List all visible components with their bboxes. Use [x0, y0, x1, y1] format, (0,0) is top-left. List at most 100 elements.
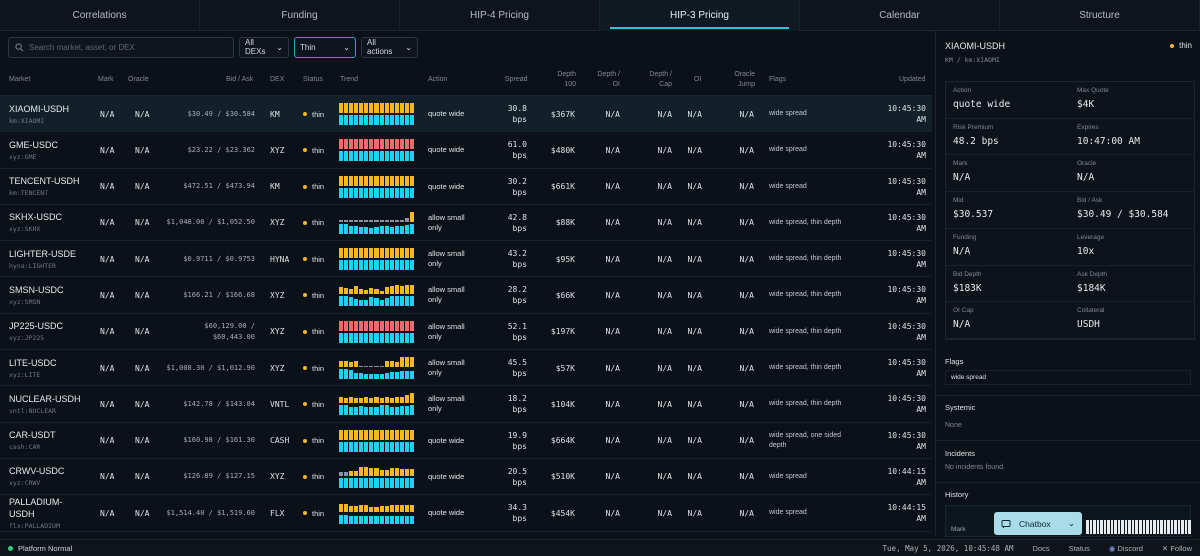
follow-link[interactable]: ✕ Follow — [1162, 544, 1192, 553]
oracle-jump-value: N/A — [739, 363, 754, 373]
trend-bar — [369, 320, 374, 331]
trend-bar — [339, 175, 344, 186]
table-row[interactable]: SKHX-USDC xyz:SKHX N/A N/A $1,048.00 / $1… — [0, 205, 932, 242]
detail-field-label: Mid — [953, 197, 964, 205]
tab-calendar[interactable]: Calendar — [800, 0, 1000, 31]
spread-unit: bps — [512, 514, 527, 524]
tab-hip-3-pricing[interactable]: HIP-3 Pricing — [600, 0, 800, 31]
col-trend[interactable]: Trend — [340, 75, 359, 83]
col-depth-100[interactable]: Depth 100 — [540, 63, 576, 96]
status-link[interactable]: Status — [1068, 543, 1090, 553]
updated-time: 10:45:30 — [887, 321, 926, 331]
trend-bar — [344, 220, 349, 222]
tab-structure[interactable]: Structure — [1000, 0, 1200, 31]
search-input[interactable] — [29, 42, 219, 52]
trend-bar — [359, 441, 364, 452]
trend-bar — [384, 225, 389, 234]
table-row[interactable]: GME-USDC xyz:GME N/A N/A $23.22 / $23.362… — [0, 132, 932, 169]
bid-ask-cell: $1,008.30 / $1,012.90 — [160, 350, 255, 386]
bid-ask-value: $126.89 / $127.15 — [183, 472, 255, 481]
col-bid-ask[interactable]: Bid / Ask — [226, 75, 254, 83]
trend-bar — [394, 397, 399, 404]
trend-bar — [374, 289, 379, 295]
trend-bar — [409, 260, 414, 271]
search-box[interactable] — [8, 36, 234, 58]
trend-bar — [359, 300, 364, 307]
table-row[interactable]: JP225-USDC xyz:JP225 N/A N/A $60,129.00 /… — [0, 314, 932, 351]
dex-value: XYZ — [270, 290, 285, 300]
trend-bar — [364, 332, 369, 343]
spread-value: 52.1 — [507, 321, 527, 331]
updated-ampm: AM — [916, 223, 926, 233]
trend-bar — [374, 103, 379, 113]
col-depth-cap[interactable]: Depth / Cap — [640, 63, 672, 96]
chatbox-button[interactable]: Chatbox ⌄ — [994, 512, 1082, 535]
table-row[interactable]: TENCENT-USDH km:TENCENT N/A N/A $472.51 /… — [0, 169, 932, 205]
discord-link[interactable]: ◉ Discord — [1109, 544, 1143, 553]
status-label: thin — [312, 399, 325, 409]
table-row[interactable]: SMSN-USDC xyz:SMSN N/A N/A $166.21 / $166… — [0, 277, 932, 314]
trend-bottom — [339, 115, 414, 125]
detail-field-value: 48.2 bps — [953, 135, 999, 147]
market-name: JP225-USDC — [9, 321, 64, 332]
col-action[interactable]: Action — [428, 75, 448, 83]
flags-cell: wide spread, thin depth — [769, 350, 869, 386]
detail-field-leverage: Leverage 10x — [1070, 229, 1194, 266]
history-bar — [1100, 520, 1103, 534]
status-dot-icon — [303, 184, 307, 189]
col-mark[interactable]: Mark — [98, 75, 114, 83]
col-status[interactable]: Status — [303, 75, 323, 83]
trend-bar — [394, 467, 399, 476]
tab-correlations[interactable]: Correlations — [0, 0, 200, 31]
depth-cap-value: N/A — [657, 145, 672, 155]
col-flags[interactable]: Flags — [769, 75, 787, 83]
col-oi[interactable]: OI — [694, 75, 702, 83]
status-cell: thin — [303, 314, 324, 350]
market-cell: CRWV-USDC xyz:CRWV — [9, 459, 94, 495]
updated-time: 10:44:15 — [887, 466, 926, 476]
trend-bar — [399, 516, 404, 525]
trend-bar — [394, 285, 399, 295]
table-row[interactable]: LIGHTER-USDE hyna:LIGHTER N/A N/A $0.9711… — [0, 241, 932, 278]
dex-value: XYZ — [270, 327, 285, 337]
trend-bar — [404, 296, 409, 307]
trend-bar — [339, 248, 344, 259]
dex-value: KM — [270, 109, 280, 119]
trend-bar — [344, 151, 349, 162]
table-row[interactable]: PALLADIUM- USDH flx:PALLADIUM N/A N/A $1,5… — [0, 495, 932, 532]
trend-sparkline — [339, 502, 414, 525]
trend-bar — [379, 115, 384, 125]
status-cell: thin — [303, 132, 324, 168]
table-row[interactable]: XIAOMI-USDH km:XIAOMI N/A N/A $30.49 / $3… — [0, 96, 932, 133]
col-updated[interactable]: Updated — [899, 75, 926, 83]
table-row[interactable]: CRWV-USDC xyz:CRWV N/A N/A $126.89 / $127… — [0, 459, 932, 496]
trend-bar — [339, 320, 344, 331]
trend-bar — [344, 515, 349, 525]
trend-bar — [409, 393, 414, 404]
trend-bar — [364, 397, 369, 404]
depth-oi-value: N/A — [605, 399, 620, 409]
trend-bar — [399, 151, 404, 162]
col-oracle[interactable]: Oracle — [128, 75, 149, 83]
trend-bar — [369, 103, 374, 113]
table-row[interactable]: CAR-USDT cash:CAR N/A N/A $160.98 / $161.… — [0, 423, 932, 459]
col-market[interactable]: Market — [9, 75, 31, 83]
table-row[interactable]: LITE-USDC xyz:LITE N/A N/A $1,008.30 / $1… — [0, 350, 932, 387]
trend-bar — [389, 398, 394, 404]
action-select[interactable]: All actions ⌄ — [361, 36, 418, 58]
col-depth-oi[interactable]: Depth / OI — [590, 63, 620, 96]
updated-ampm: AM — [916, 441, 926, 451]
trend-bottom — [339, 260, 414, 271]
tab-funding[interactable]: Funding — [200, 0, 400, 31]
dex-select[interactable]: All DEXs ⌄ — [239, 36, 289, 58]
col-oracle-jump[interactable]: Oracle Jump — [725, 63, 755, 96]
trend-bar — [364, 226, 369, 234]
depth-100-value: $197K — [550, 327, 575, 337]
trend-bar — [354, 441, 359, 452]
docs-link[interactable]: Docs — [1032, 543, 1050, 553]
col-spread[interactable]: Spread — [505, 75, 528, 83]
table-row[interactable]: NUCLEAR-USDH vntl:NUCLEAR N/A N/A $142.78… — [0, 386, 932, 423]
tab-hip-4-pricing[interactable]: HIP-4 Pricing — [400, 0, 600, 31]
col-dex[interactable]: DEX — [270, 75, 285, 83]
status-select[interactable]: Thin ⌄ — [294, 36, 356, 58]
